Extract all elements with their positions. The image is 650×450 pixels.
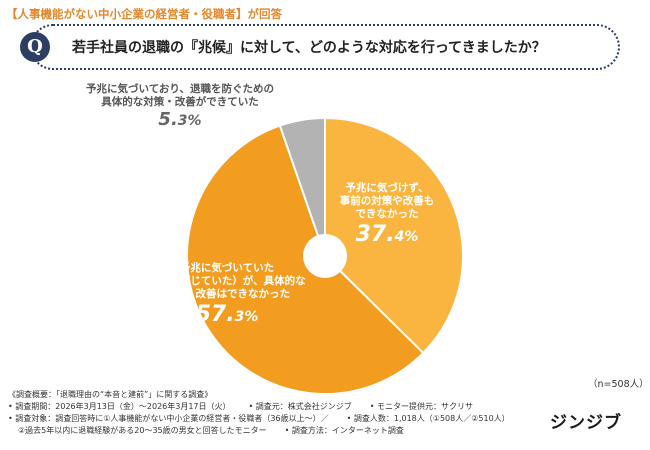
survey-organizer: • 調査元：株式会社ジンジブ: [248, 402, 352, 411]
survey-subjects: • 調査対象：調査回答時に①人事機能がない中小企業の経営者・役職者（36歳以上～…: [8, 414, 329, 423]
question-text: 若手社員の退職の『兆候』に対して、どのような対応を行ってきましたか？: [72, 40, 546, 56]
survey-subjects-2: ②過去5年以内に退職経験がある20～35歳の男女と回答したモニター: [18, 426, 267, 435]
slice-value-1: 37.4%: [355, 222, 419, 248]
slice-value-3: 5.3%: [158, 109, 202, 131]
survey-row-3: ②過去5年以内に退職経験がある20～35歳の男女と回答したモニター • 調査方法：…: [8, 425, 548, 437]
slice-label-1-line-3: できなかった: [355, 208, 419, 221]
survey-title: 《調査概要：「退職理由の“本音と建前”」に関する調査》: [8, 390, 213, 399]
slice-label-3-line-1: 予兆に気づいており、退職を防ぐための: [86, 83, 274, 95]
respondent-target-label: 【人事機能がない中小企業の経営者・役職者】が回答: [6, 7, 282, 21]
slice-label-2-line-3: 対策・改善はできなかった: [164, 288, 290, 301]
survey-monitor: • モニター提供元：サクリサ: [369, 402, 474, 411]
slice-label-1-line-2: 事前の対策や改善も: [339, 195, 435, 208]
pie-slice-3: [278, 116, 326, 257]
sample-size-label: （n=508人）: [588, 379, 649, 390]
survey-period: • 調査期間：2026年3月13日（金）～2026年3月17日（火）: [8, 402, 231, 411]
question-box: Q 若手社員の退職の『兆候』に対して、どのような対応を行ってきましたか？: [20, 24, 620, 70]
slice-label-1-line-1: 予兆に気づけず、: [345, 182, 429, 194]
slice-label-2-line-1: 予兆に気づいていた: [179, 262, 275, 274]
pie-slice-1: [324, 116, 464, 355]
question-badge: Q: [20, 32, 50, 62]
brand-logo: ジンジブ: [550, 413, 622, 433]
survey-overview: 《調査概要：「退職理由の“本音と建前”」に関する調査》 • 調査期間：2026年…: [8, 389, 548, 437]
slice-label-1: 予兆に気づけず、 事前の対策や改善も できなかった 37.4%: [312, 182, 462, 249]
survey-row-2: • 調査対象：調査回答時に①人事機能がない中小企業の経営者・役職者（36歳以上～…: [8, 413, 548, 425]
survey-count: • 調査人数：1,018人（①508人／②510人）: [346, 414, 510, 423]
slice-label-2-line-2: （薄々感じていた）が、具体的な: [148, 275, 306, 288]
donut-hole: [303, 234, 347, 278]
slice-label-2: 予兆に気づいていた （薄々感じていた）が、具体的な 対策・改善はできなかった 5…: [122, 262, 332, 329]
slice-label-3-line-2: 具体的な対策・改善ができていた: [101, 96, 259, 109]
slice-value-2: 57.3%: [195, 302, 259, 328]
survey-method: • 調査方法：インターネット調査: [284, 426, 404, 435]
slice-label-3: 予兆に気づいており、退職を防ぐための 具体的な対策・改善ができていた 5.3%: [60, 83, 300, 132]
survey-row-1: • 調査期間：2026年3月13日（金）～2026年3月17日（火） • 調査元：…: [8, 401, 548, 413]
